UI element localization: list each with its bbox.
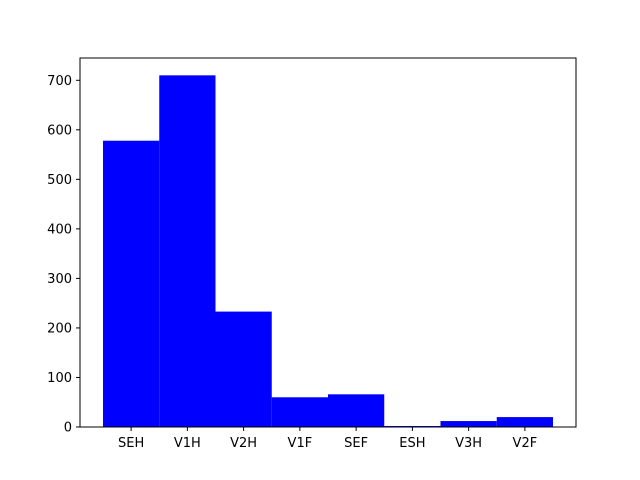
y-tick-label: 600 <box>47 123 72 138</box>
y-tick-label: 400 <box>47 222 72 237</box>
bar-seh <box>103 140 160 427</box>
bar-v1f <box>271 397 328 427</box>
plot-frame <box>79 57 577 428</box>
x-tick-label: SEH <box>118 436 144 451</box>
bar-v2f <box>496 417 553 427</box>
bar-v3h <box>440 421 497 427</box>
y-tick-label: 300 <box>47 272 72 287</box>
y-axis-ticks: 0 100 200 300 400 500 600 700 <box>47 74 80 436</box>
bar-sef <box>328 394 385 427</box>
bar-v2h <box>215 311 272 427</box>
x-tick-label: V2F <box>513 436 538 451</box>
x-tick-label: V1F <box>288 436 313 451</box>
y-tick-label: 200 <box>47 321 72 336</box>
bars-group <box>103 75 553 427</box>
x-tick-label: V2H <box>230 436 257 451</box>
x-axis-ticks: SEH V1H V2H V1F SEF ESH V3H V2F <box>118 427 537 451</box>
y-tick-label: 700 <box>47 74 72 89</box>
y-tick-label: 500 <box>47 173 72 188</box>
x-tick-label: V1H <box>174 436 201 451</box>
x-tick-label: V3H <box>455 436 482 451</box>
x-tick-label: ESH <box>399 436 425 451</box>
y-tick-label: 0 <box>64 421 72 436</box>
x-tick-label: SEF <box>344 436 368 451</box>
bar-v1h <box>159 75 216 427</box>
y-tick-label: 100 <box>47 371 72 386</box>
